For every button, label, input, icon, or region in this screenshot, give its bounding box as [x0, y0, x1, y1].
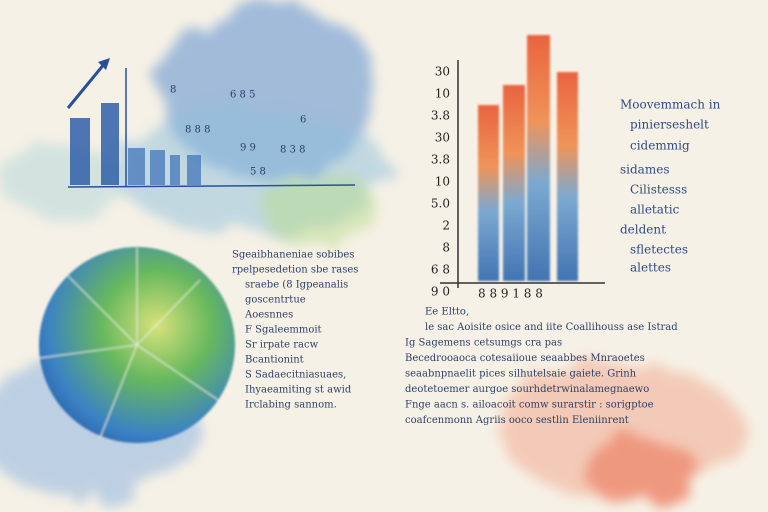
- pie-caption: Bcantionint: [245, 355, 304, 366]
- legend-entry: deldent: [620, 223, 666, 237]
- left-chart-label: 6: [300, 115, 306, 126]
- pie-chart: [39, 247, 235, 443]
- right-bar-chart: [440, 35, 605, 288]
- left-chart-label: 6 8 5: [230, 90, 255, 101]
- y-tick-label: 9 0: [431, 285, 450, 299]
- legend-entry: pinierseshelt: [630, 118, 709, 132]
- text-layer: 8 6 8 5 8 8 8 6 9 9 8 3 8 5 8 30 10 3.8 30 3.8 10 5.0…: [170, 65, 721, 427]
- left-chart-label: 8 8 8: [185, 125, 210, 136]
- y-tick-label: 10: [435, 175, 450, 189]
- y-tick-label: 3.8: [431, 109, 450, 123]
- pie-caption: S Sadaecitniasuaes,: [245, 370, 346, 381]
- legend-entry: Cilistesss: [630, 183, 687, 197]
- x-tick-label: 8 8 9 1 8 8: [478, 287, 543, 301]
- body-text: Ig Sagemens cetsumgs cra pas: [405, 338, 562, 349]
- y-tick-label: 6 8: [431, 263, 450, 277]
- legend-entry: Moovemmach in: [620, 98, 721, 112]
- y-tick-label: 30: [435, 131, 450, 145]
- y-tick-label: 3.8: [431, 153, 450, 167]
- pie-caption: Irclabing sannom.: [245, 400, 337, 411]
- body-text: Becedrooaoca cotesaiioue seaabbes Mnraoe…: [405, 353, 645, 364]
- y-tick-label: 5.0: [431, 197, 450, 211]
- left-chart-label: 8: [170, 85, 176, 96]
- pie-caption: Ihyaeamiting st awid: [245, 385, 352, 396]
- legend-entry: alletatic: [630, 203, 680, 217]
- y-tick-label: 10: [435, 87, 450, 101]
- pie-caption: sraebe (8 Igpeanalis: [245, 280, 348, 291]
- body-text: le sac Aoisite osice and iite Coallihous…: [425, 322, 678, 333]
- legend-entry: sfletectes: [630, 243, 688, 257]
- legend-entry: cidemmig: [630, 139, 690, 153]
- legend-entry: sidames: [620, 163, 669, 177]
- body-text: deotetoemer aurgoe sourhdetrwinalamegnae…: [405, 384, 649, 395]
- left-bar-chart: [66, 58, 356, 188]
- left-chart-label: 5 8: [250, 167, 266, 178]
- pie-caption: rpelpesedetion sbe rases: [232, 265, 358, 276]
- pie-caption: goscentrtue: [245, 295, 306, 306]
- pie-caption: F Sgaleemmoit: [245, 325, 322, 336]
- left-chart-label: 9 9: [240, 143, 256, 154]
- body-text: seaabnpnaelit pices silhutelsaie gaiete.…: [405, 369, 637, 380]
- left-chart-label: 8 3 8: [280, 145, 305, 156]
- body-text: Ee Eltto,: [425, 307, 469, 318]
- y-tick-label: 2: [442, 219, 450, 233]
- watercolor-wash: [0, 0, 740, 500]
- y-tick-label: 8: [442, 241, 450, 255]
- y-tick-label: 30: [435, 65, 450, 79]
- pie-caption: Sr irpate racw: [245, 340, 319, 351]
- body-text: coafcenmonn Agriis ooco sestlin Eleniinr…: [405, 415, 629, 426]
- legend-entry: alettes: [630, 261, 671, 275]
- pie-caption: Sgeaibhaneniae sobibes: [232, 250, 354, 261]
- pie-caption: Aoesnnes: [244, 310, 293, 321]
- body-text: Fnge aacn s. ailoacoit comw surarstir : …: [405, 400, 654, 411]
